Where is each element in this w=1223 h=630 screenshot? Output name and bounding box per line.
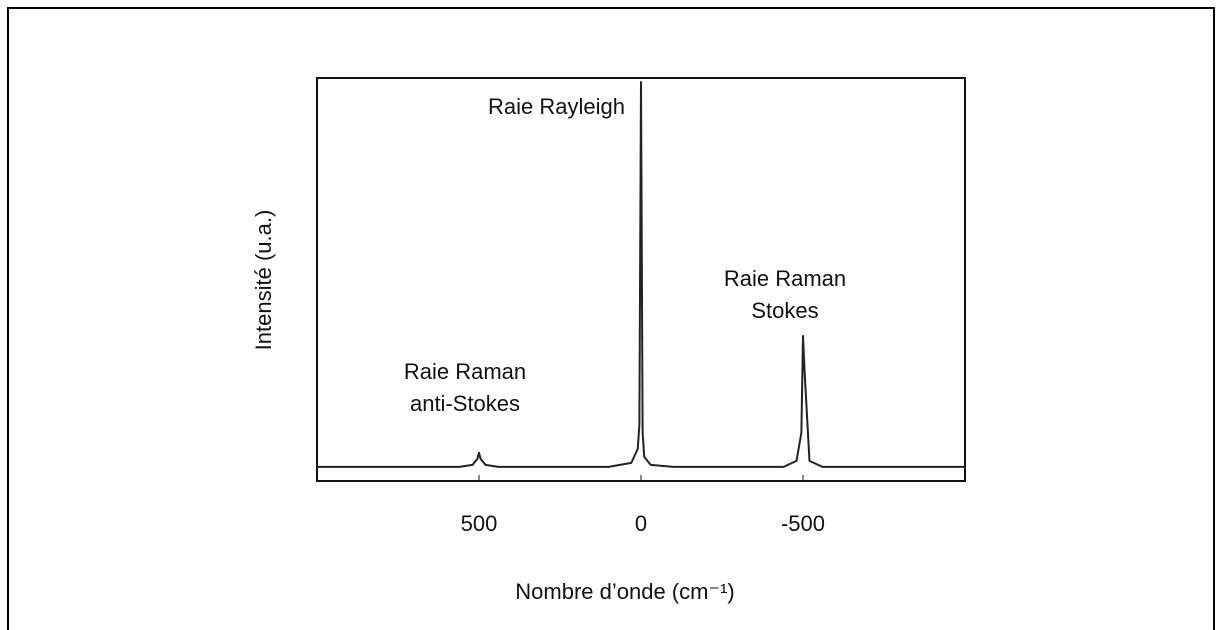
annotation: Stokes <box>751 298 818 323</box>
x-tick-label: -500 <box>781 511 825 536</box>
x-tick-label: 500 <box>461 511 498 536</box>
spectrum-line <box>317 81 965 468</box>
outer-frame <box>7 7 1215 630</box>
x-axis-label: Nombre d’onde (cm⁻¹) <box>515 579 734 604</box>
y-axis-label: Intensité (u.a.) <box>251 210 276 351</box>
x-tick-label: 0 <box>635 511 647 536</box>
annotation: anti-Stokes <box>410 391 520 416</box>
annotation: Raie Raman <box>404 359 526 384</box>
annotation: Raie Rayleigh <box>488 94 625 119</box>
annotation: Raie Raman <box>724 266 846 291</box>
